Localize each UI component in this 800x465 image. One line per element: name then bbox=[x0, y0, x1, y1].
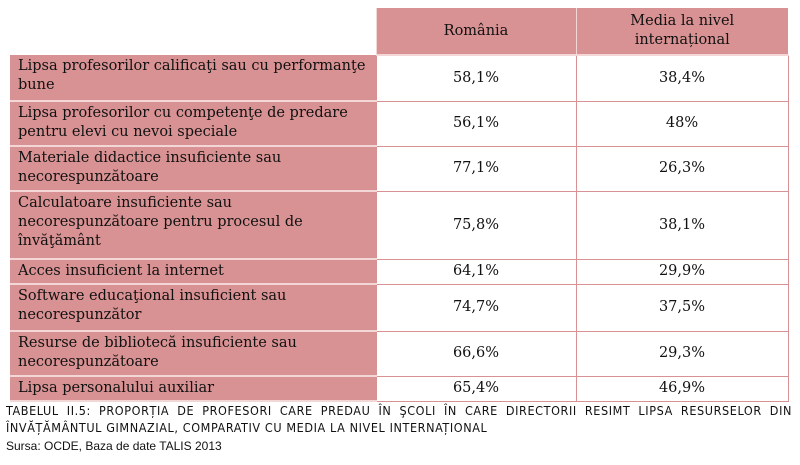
row-label: Lipsa personalului auxiliar bbox=[10, 376, 376, 402]
international-value: 48% bbox=[575, 101, 789, 147]
table-row: Resurse de bibliotecă insuficiente sau n… bbox=[10, 331, 789, 377]
table-row: Calculatoare insuficiente sau necorespun… bbox=[10, 191, 789, 260]
row-label: Resurse de bibliotecă insuficiente sau n… bbox=[10, 331, 376, 377]
table-caption: TABELUL II.5: PROPORȚIA DE PROFESORI CAR… bbox=[6, 403, 792, 435]
row-label: Software educaţional insuficient sau nec… bbox=[10, 284, 376, 332]
romania-value: 75,8% bbox=[375, 191, 577, 260]
row-label: Materiale didactice insuficiente sau nec… bbox=[10, 146, 376, 192]
table-row: Lipsa profesorilor cu competenţe de pred… bbox=[10, 101, 789, 147]
header-international: Media la nivel internațional bbox=[575, 8, 788, 56]
header-row: România Media la nivel internațional bbox=[10, 8, 788, 56]
resources-table: România Media la nivel internațional Lip… bbox=[10, 8, 789, 402]
table-row: Software educaţional insuficient sau nec… bbox=[10, 284, 789, 332]
romania-value: 58,1% bbox=[375, 55, 577, 102]
header-romania: România bbox=[375, 8, 576, 56]
row-label: Acces insuficient la internet bbox=[10, 259, 376, 285]
international-value: 26,3% bbox=[575, 146, 789, 192]
romania-value: 64,1% bbox=[375, 259, 577, 285]
table-row: Lipsa profesorilor calificaţi sau cu per… bbox=[10, 55, 789, 102]
source-note: Sursa: OCDE, Baza de date TALIS 2013 bbox=[6, 439, 222, 453]
romania-value: 77,1% bbox=[375, 146, 577, 192]
romania-value: 74,7% bbox=[375, 284, 577, 332]
table-row: Materiale didactice insuficiente sau nec… bbox=[10, 146, 789, 192]
header-blank bbox=[10, 8, 376, 55]
international-value: 37,5% bbox=[575, 284, 789, 332]
row-label: Lipsa profesorilor cu competenţe de pred… bbox=[10, 101, 376, 147]
romania-value: 56,1% bbox=[375, 101, 577, 147]
row-label: Calculatoare insuficiente sau necorespun… bbox=[10, 191, 376, 260]
international-value: 29,3% bbox=[575, 331, 789, 377]
table-row: Lipsa personalului auxiliar 65,4% 46,9% bbox=[10, 376, 789, 402]
international-value: 38,1% bbox=[575, 191, 789, 260]
table-row: Acces insuficient la internet 64,1% 29,9% bbox=[10, 259, 789, 285]
international-value: 38,4% bbox=[575, 55, 789, 102]
romania-value: 66,6% bbox=[375, 331, 577, 377]
row-label: Lipsa profesorilor calificaţi sau cu per… bbox=[10, 55, 376, 102]
international-value: 46,9% bbox=[575, 376, 789, 402]
romania-value: 65,4% bbox=[375, 376, 577, 402]
international-value: 29,9% bbox=[575, 259, 789, 285]
